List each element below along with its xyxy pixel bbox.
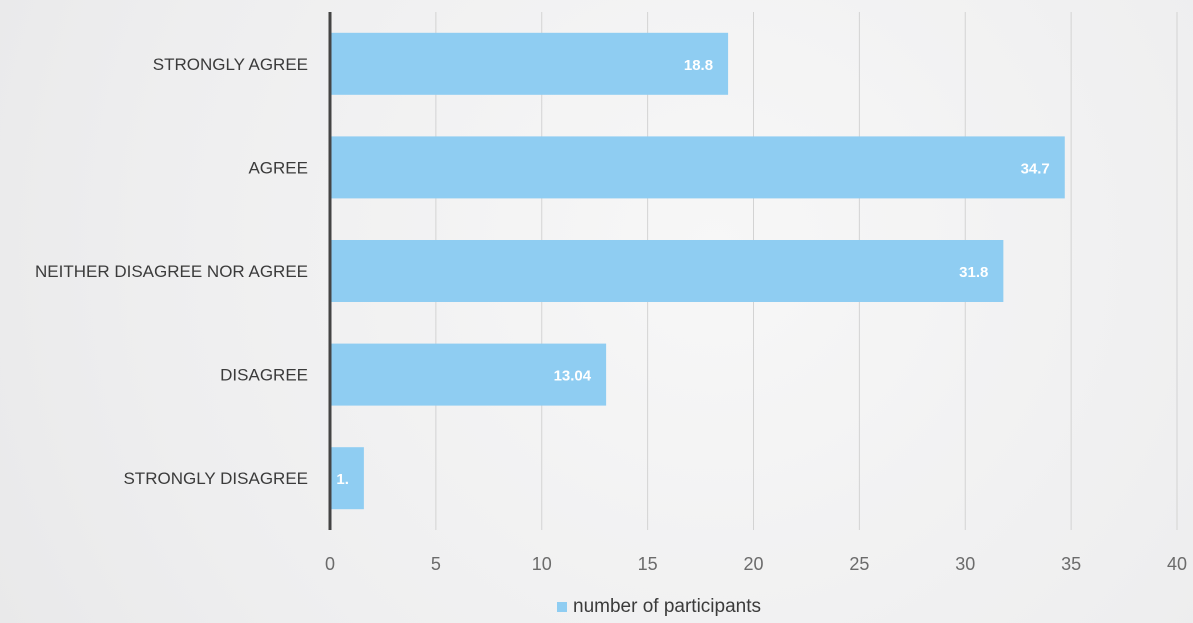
x-tick-label: 15 [638, 554, 658, 574]
data-label: 13.04 [554, 368, 592, 385]
x-tick-label: 20 [743, 554, 763, 574]
bar [330, 343, 607, 406]
legend: number of participants [0, 596, 1193, 618]
x-tick-label: 0 [325, 554, 335, 574]
bar [330, 136, 1065, 199]
x-tick-label: 10 [532, 554, 552, 574]
data-label: 31.8 [959, 264, 988, 281]
data-label: 34.7 [1021, 160, 1050, 177]
category-label: AGREE [248, 158, 308, 177]
x-tick-label: 40 [1167, 554, 1187, 574]
bar [330, 447, 364, 510]
x-tick-label: 5 [431, 554, 441, 574]
bar [330, 240, 1004, 302]
bar [330, 32, 729, 95]
x-tick-label: 25 [849, 554, 869, 574]
category-label: STRONGLY DISAGREE [123, 469, 308, 488]
category-label: STRONGLY AGREE [153, 55, 308, 74]
category-label: DISAGREE [220, 366, 308, 385]
data-label: 1. [336, 471, 349, 488]
legend-label: number of participants [573, 596, 761, 617]
data-label: 18.8 [684, 57, 713, 74]
x-tick-label: 35 [1061, 554, 1081, 574]
category-label: NEITHER DISAGREE NOR AGREE [35, 262, 308, 281]
x-tick-label: 30 [955, 554, 975, 574]
legend-swatch [557, 602, 567, 612]
